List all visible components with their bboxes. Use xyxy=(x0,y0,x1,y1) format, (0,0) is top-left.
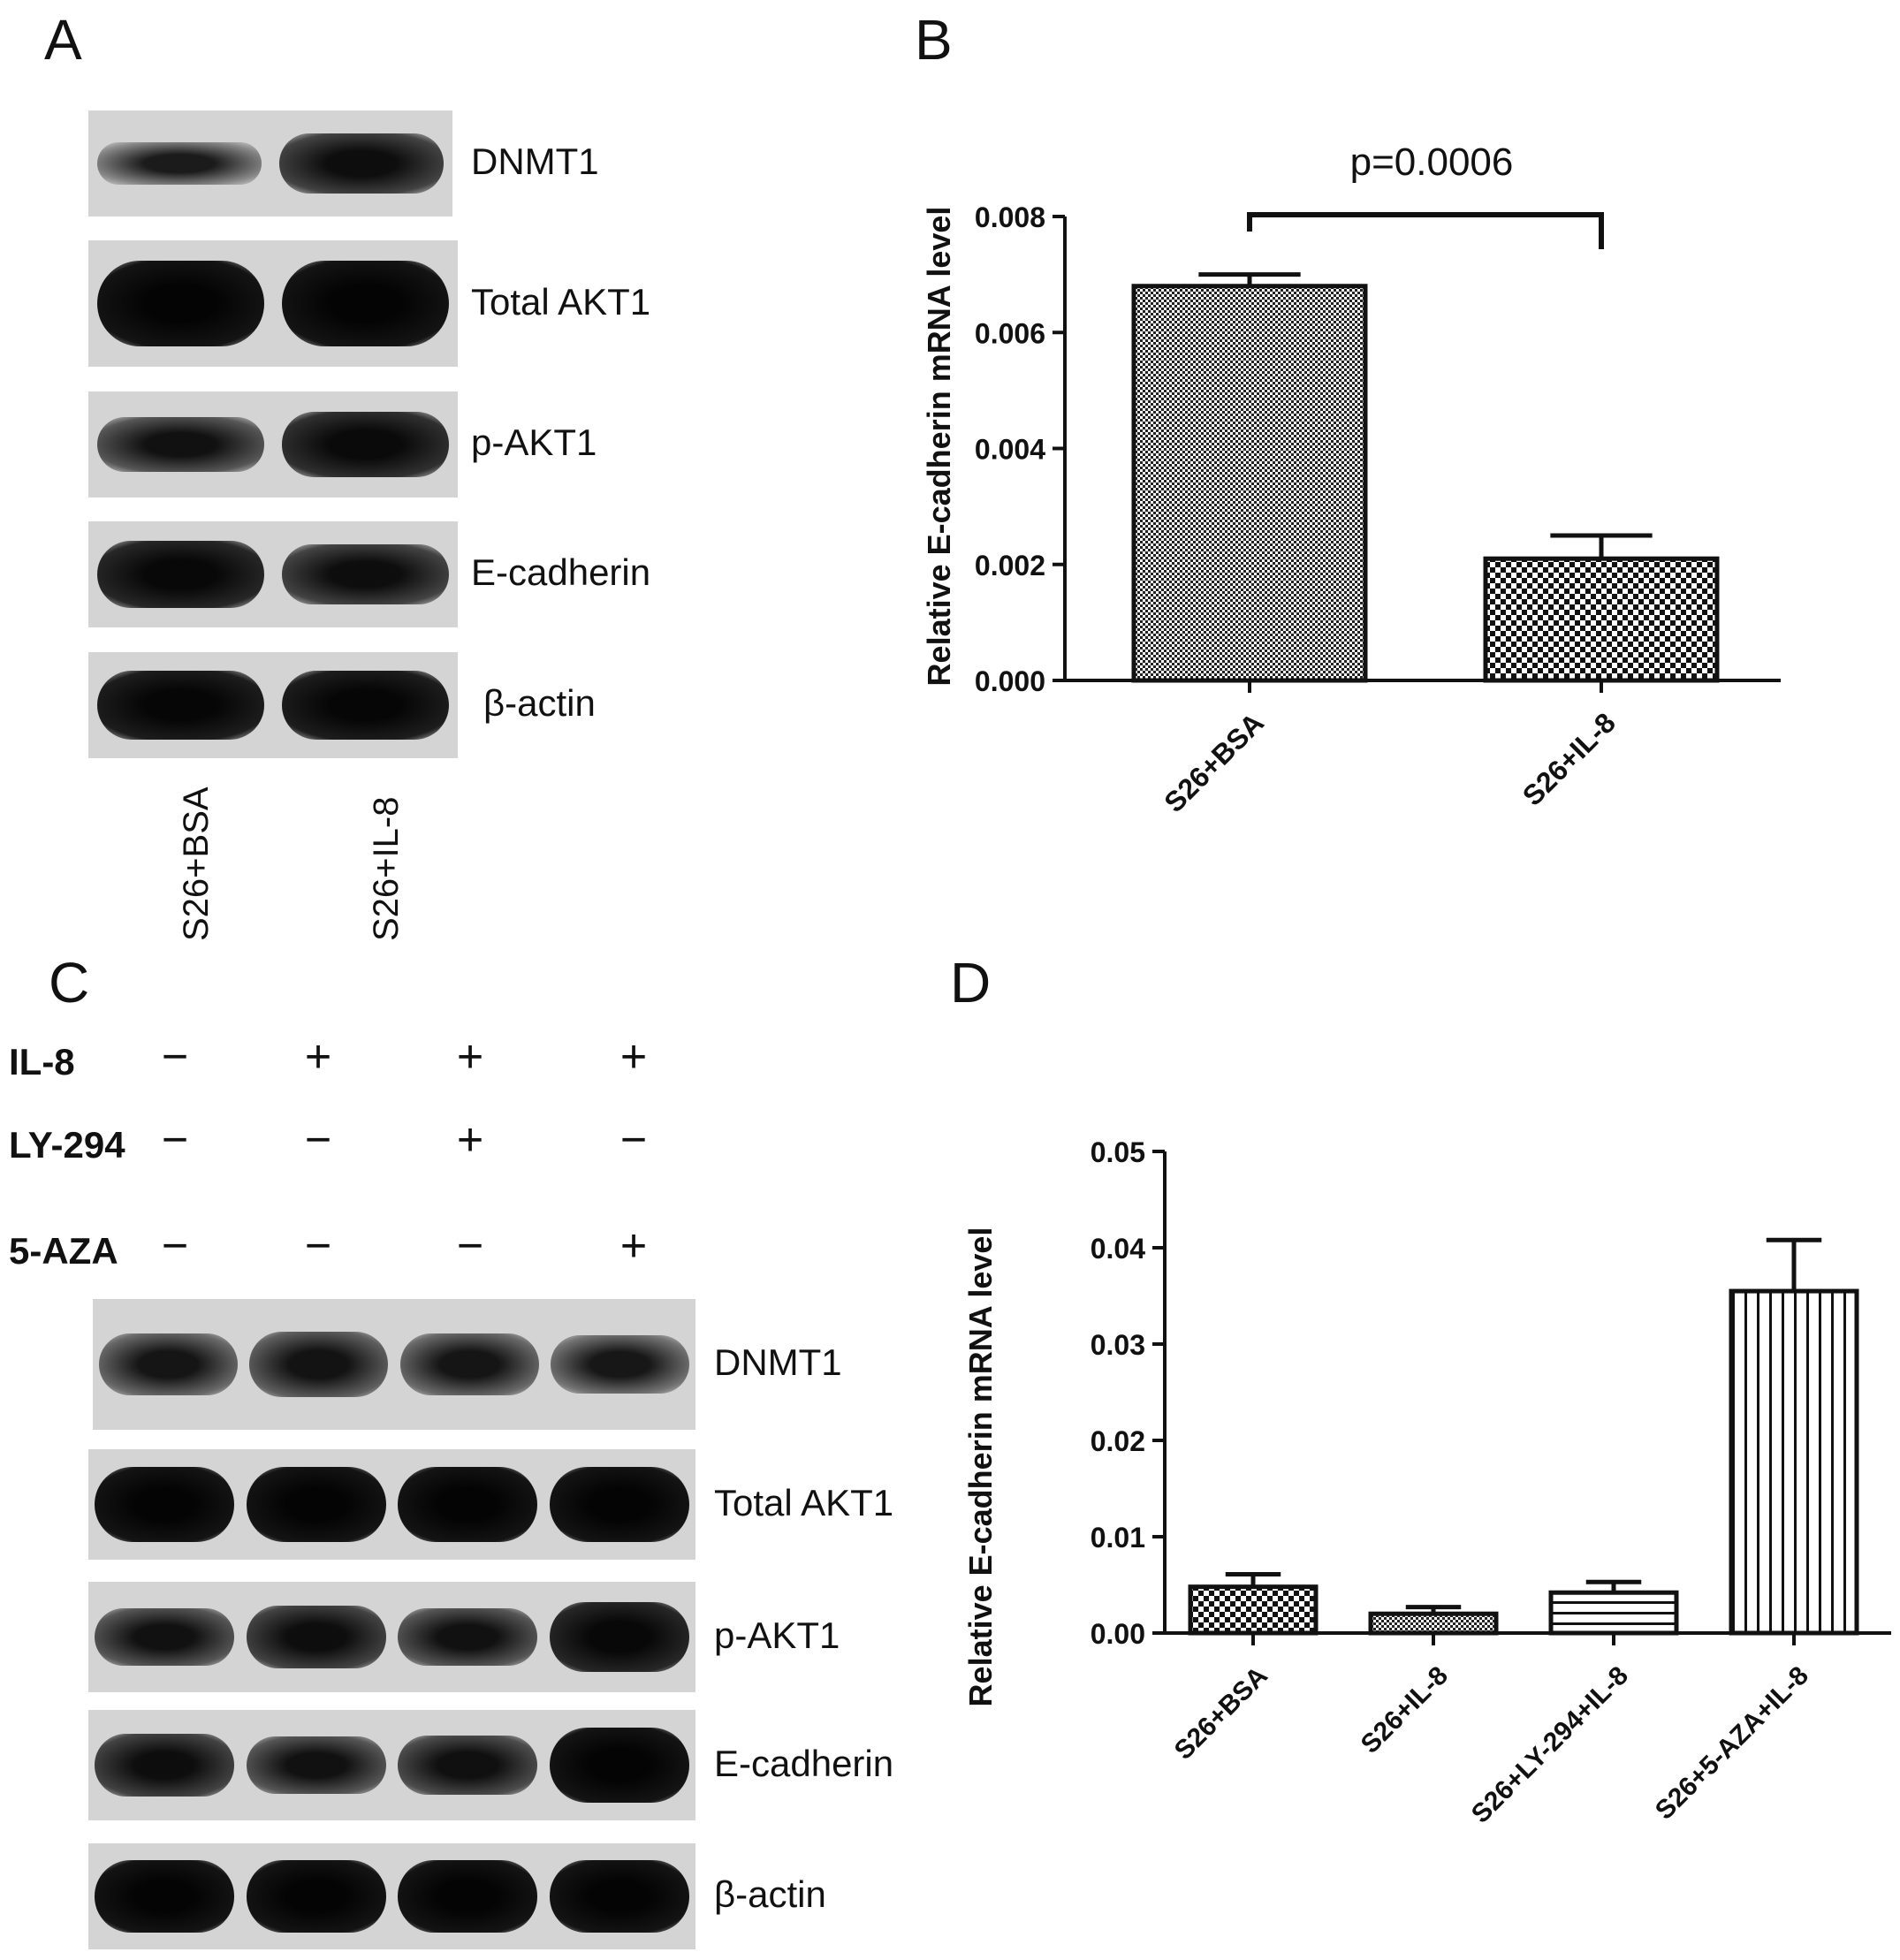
blot-strip-a xyxy=(88,391,458,498)
panel-letter-a: A xyxy=(44,8,82,72)
condition-sign: + xyxy=(619,1220,648,1272)
band xyxy=(398,1467,538,1542)
bar xyxy=(1368,1611,1499,1636)
band xyxy=(282,670,449,741)
band-label: DNMT1 xyxy=(471,141,599,182)
band xyxy=(246,1860,386,1933)
band xyxy=(246,1606,386,1668)
blot-strip-c xyxy=(88,1582,695,1692)
band xyxy=(97,261,264,346)
band xyxy=(97,541,264,608)
band-label: Total AKT1 xyxy=(471,280,651,323)
condition-sign: − xyxy=(304,1220,332,1272)
blot-strip-c xyxy=(93,1299,695,1430)
band-label: β-actin xyxy=(714,1873,826,1915)
condition-label: 5-AZA xyxy=(9,1230,118,1272)
y-axis-label: Relative E-cadherin mRNA level xyxy=(962,1227,999,1707)
blot-strip-c xyxy=(88,1449,695,1560)
bar xyxy=(1188,1584,1319,1636)
p-value-annotation: p=0.0006 xyxy=(1350,141,1514,184)
condition-sign: − xyxy=(304,1114,332,1166)
bar-chart-b: 0.000 0.002 0.004 0.006 0.008 Relative E-cadh… xyxy=(921,141,1781,818)
bar xyxy=(1729,1288,1859,1636)
y-tick-label: 0.006 xyxy=(975,317,1045,349)
y-tick-label: 0.01 xyxy=(1091,1522,1145,1554)
x-tick-label: S26+5-AZA+IL-8 xyxy=(1650,1661,1814,1826)
condition-sign: − xyxy=(456,1220,484,1272)
x-tick-label: S26+LY-294+IL-8 xyxy=(1466,1661,1634,1829)
blot-strip-a xyxy=(88,240,458,367)
y-tick-label: 0.000 xyxy=(975,665,1045,697)
band xyxy=(399,1333,539,1396)
blot-strip-c xyxy=(88,1710,695,1820)
condition-sign: + xyxy=(456,1031,484,1083)
blot-strip-a xyxy=(88,521,458,627)
band xyxy=(398,1860,538,1933)
condition-sign: + xyxy=(304,1031,332,1083)
y-tick-label: 0.008 xyxy=(975,201,1045,233)
x-tick-label: S26+BSA xyxy=(1169,1661,1273,1766)
band xyxy=(98,1333,238,1396)
y-tick-label: 0.03 xyxy=(1091,1329,1145,1361)
band-label: E-cadherin xyxy=(471,551,651,593)
y-tick-label: 0.004 xyxy=(975,434,1045,466)
panel-letter-b: B xyxy=(915,8,953,72)
bar xyxy=(1548,1590,1679,1636)
significance-bracket xyxy=(1247,212,1604,249)
x-tick-label: S26+IL-8 xyxy=(1356,1661,1454,1759)
band xyxy=(550,1728,690,1803)
condition-sign: − xyxy=(161,1031,189,1083)
band xyxy=(97,141,262,186)
y-tick-label: 0.05 xyxy=(1091,1136,1145,1168)
bar xyxy=(1483,556,1720,683)
panel-letter-c: C xyxy=(49,951,90,1014)
band xyxy=(398,1608,538,1666)
blot-strip-c xyxy=(88,1843,695,1949)
band xyxy=(551,1334,690,1394)
condition-label: LY-294 xyxy=(9,1124,125,1166)
condition-sign: − xyxy=(161,1220,189,1272)
condition-sign: + xyxy=(619,1031,648,1083)
band-label: DNMT1 xyxy=(714,1341,842,1383)
band xyxy=(97,416,264,473)
y-tick-label: 0.00 xyxy=(1091,1618,1145,1650)
band xyxy=(94,1467,234,1542)
blot-strip-a xyxy=(88,110,452,217)
blot-strip-a xyxy=(88,652,458,758)
band-label: β-actin xyxy=(483,682,596,724)
band xyxy=(94,1608,234,1666)
band xyxy=(550,1467,690,1542)
band xyxy=(246,1736,386,1794)
panel-letter-d: D xyxy=(950,951,992,1014)
condition-sign: − xyxy=(161,1114,189,1166)
y-tick-label: 0.04 xyxy=(1091,1233,1145,1265)
band xyxy=(279,133,444,194)
band-label: p-AKT1 xyxy=(714,1614,840,1656)
band xyxy=(550,1601,690,1673)
band xyxy=(282,544,449,604)
band xyxy=(249,1332,389,1397)
condition-sign: − xyxy=(619,1114,648,1166)
condition-sign: + xyxy=(456,1114,484,1166)
y-tick-label: 0.002 xyxy=(975,550,1045,581)
y-tick-label: 0.02 xyxy=(1091,1425,1145,1457)
band xyxy=(282,261,449,346)
band-label: E-cadherin xyxy=(714,1742,894,1784)
condition-label: IL-8 xyxy=(9,1041,75,1083)
band xyxy=(94,1860,234,1933)
band xyxy=(282,412,449,477)
band xyxy=(246,1467,386,1542)
band-label: p-AKT1 xyxy=(471,422,597,463)
y-axis-label: Relative E-cadherin mRNA level xyxy=(921,207,957,687)
band-label: Total AKT1 xyxy=(714,1481,894,1523)
band xyxy=(94,1734,234,1797)
band xyxy=(398,1735,538,1796)
band xyxy=(550,1860,690,1933)
band xyxy=(97,670,264,741)
